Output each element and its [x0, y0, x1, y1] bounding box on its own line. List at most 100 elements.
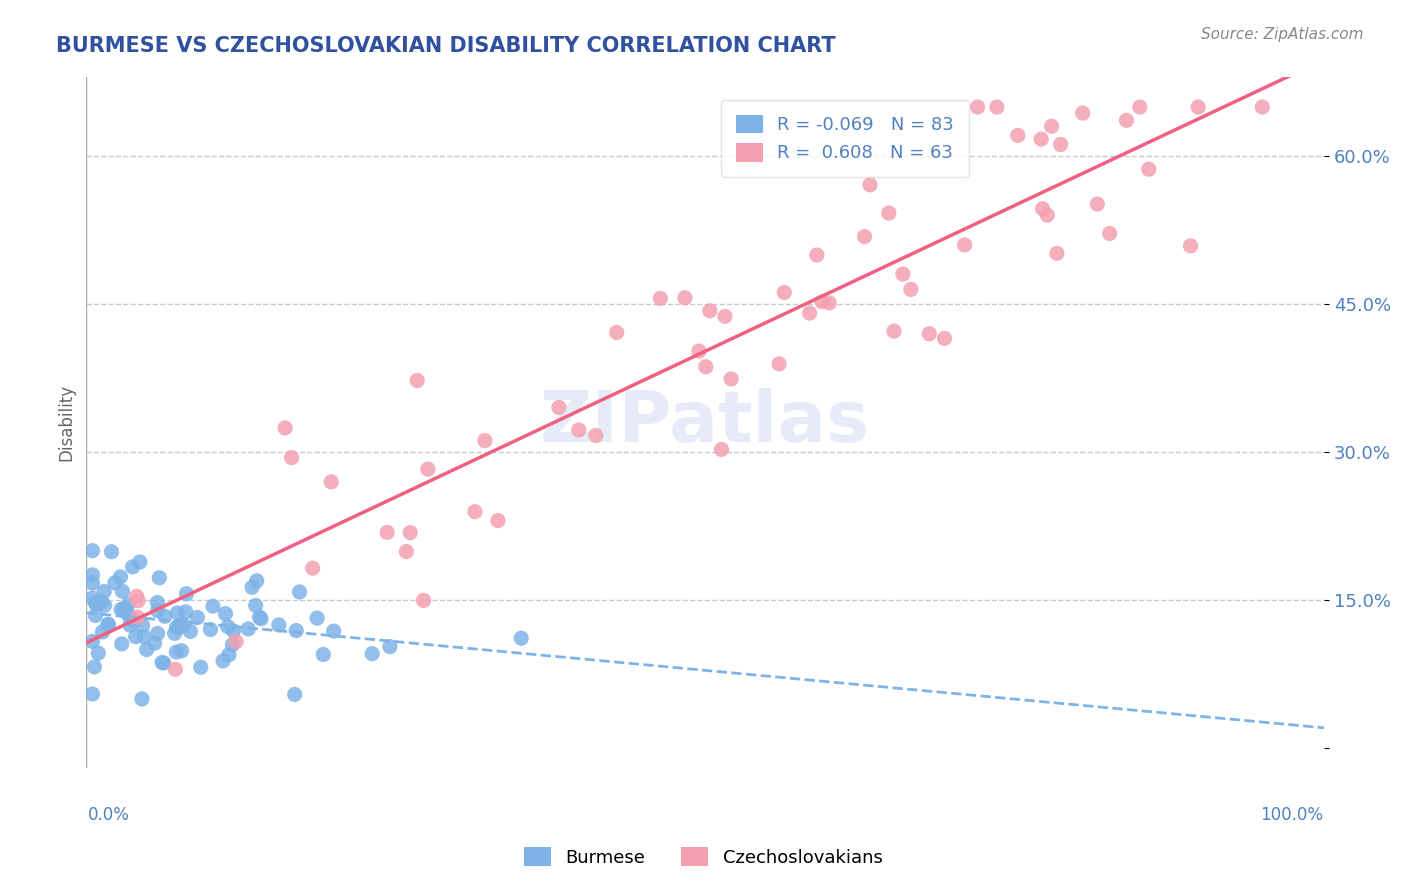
Point	[1098, 227, 1121, 241]
Point	[170, 644, 193, 658]
Point	[111, 637, 134, 651]
Point	[773, 285, 796, 300]
Point	[127, 593, 149, 607]
Text: 100.0%: 100.0%	[1260, 805, 1323, 823]
Point	[111, 584, 134, 599]
Point	[486, 514, 509, 528]
Point	[173, 618, 195, 632]
Point	[90, 595, 112, 609]
Point	[245, 599, 267, 613]
Point	[132, 630, 155, 644]
Point	[285, 624, 308, 638]
Point	[799, 306, 821, 320]
Point	[378, 640, 401, 654]
Point	[166, 620, 188, 634]
Point	[1040, 120, 1063, 134]
Point	[190, 660, 212, 674]
Point	[406, 374, 429, 388]
Point	[146, 626, 169, 640]
Point	[288, 585, 311, 599]
Point	[83, 660, 105, 674]
Point	[166, 606, 188, 620]
Point	[301, 561, 323, 575]
Point	[900, 282, 922, 296]
Point	[650, 292, 672, 306]
Point	[688, 344, 710, 359]
Point	[464, 505, 486, 519]
Point	[986, 100, 1008, 114]
Point	[218, 648, 240, 662]
Y-axis label: Disability: Disability	[58, 384, 75, 461]
Point	[267, 618, 290, 632]
Point	[412, 593, 434, 607]
Point	[165, 662, 187, 676]
Point	[212, 654, 235, 668]
Point	[966, 100, 988, 114]
Point	[127, 610, 149, 624]
Point	[125, 590, 148, 604]
Legend: Burmese, Czechoslovakians: Burmese, Czechoslovakians	[516, 840, 890, 874]
Point	[510, 631, 533, 645]
Point	[128, 555, 150, 569]
Point	[135, 642, 157, 657]
Point	[82, 591, 104, 605]
Point	[131, 692, 153, 706]
Point	[918, 326, 941, 341]
Point	[146, 595, 169, 609]
Point	[93, 599, 115, 613]
Point	[240, 580, 263, 594]
Point	[249, 610, 271, 624]
Point	[176, 587, 198, 601]
Text: BURMESE VS CZECHOSLOVAKIAN DISABILITY CORRELATION CHART: BURMESE VS CZECHOSLOVAKIAN DISABILITY CO…	[56, 36, 835, 55]
Point	[97, 617, 120, 632]
Point	[1046, 246, 1069, 260]
Point	[148, 571, 170, 585]
Point	[93, 584, 115, 599]
Point	[150, 656, 173, 670]
Point	[250, 612, 273, 626]
Point	[1085, 197, 1108, 211]
Point	[1251, 100, 1274, 114]
Point	[115, 602, 138, 616]
Point	[280, 450, 302, 465]
Point	[163, 626, 186, 640]
Point	[1187, 100, 1209, 114]
Point	[361, 647, 384, 661]
Point	[152, 656, 174, 670]
Point	[1031, 132, 1053, 146]
Text: 0.0%: 0.0%	[87, 805, 129, 823]
Point	[118, 609, 141, 624]
Point	[695, 359, 717, 374]
Point	[114, 605, 136, 619]
Point	[883, 324, 905, 338]
Point	[82, 567, 104, 582]
Point	[169, 617, 191, 632]
Point	[768, 357, 790, 371]
Point	[91, 624, 114, 639]
Point	[221, 638, 243, 652]
Text: Source: ZipAtlas.com: Source: ZipAtlas.com	[1201, 27, 1364, 42]
Point	[214, 607, 236, 621]
Point	[118, 618, 141, 632]
Point	[934, 331, 956, 345]
Point	[222, 624, 245, 638]
Point	[167, 621, 190, 635]
Point	[238, 622, 260, 636]
Point	[100, 544, 122, 558]
Point	[1049, 137, 1071, 152]
Point	[1032, 202, 1054, 216]
Point	[112, 602, 135, 616]
Point	[395, 544, 418, 558]
Point	[274, 421, 297, 435]
Point	[375, 525, 398, 540]
Point	[131, 618, 153, 632]
Point	[186, 610, 208, 624]
Point	[201, 599, 224, 614]
Point	[606, 326, 628, 340]
Point	[112, 602, 135, 616]
Point	[84, 596, 107, 610]
Point	[225, 634, 247, 648]
Point	[1036, 208, 1059, 222]
Point	[1007, 128, 1029, 143]
Point	[121, 560, 143, 574]
